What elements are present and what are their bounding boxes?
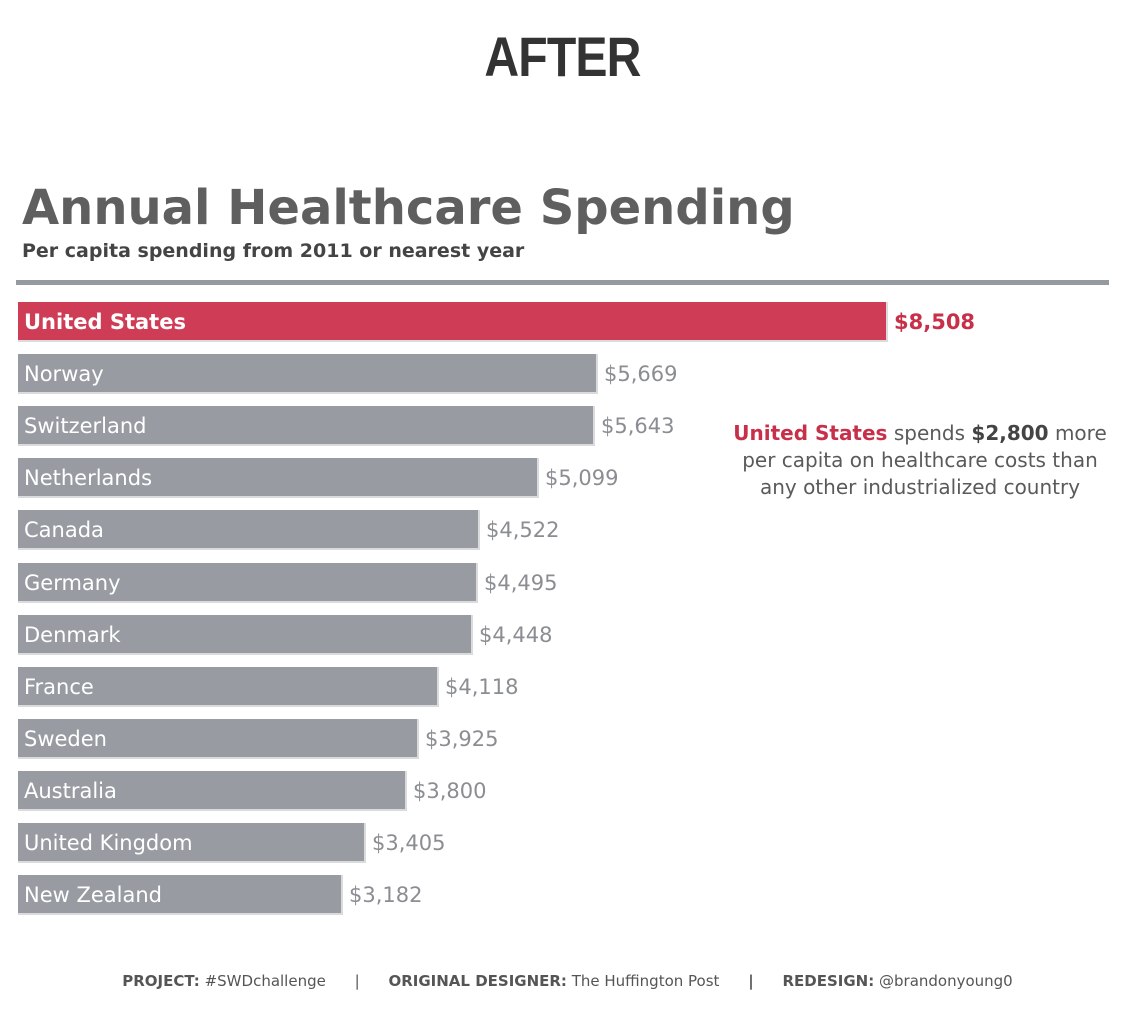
bar-value-label: $4,522 bbox=[486, 518, 560, 542]
bar-category-label: Switzerland bbox=[24, 414, 147, 438]
bar-value-label: $3,925 bbox=[425, 727, 499, 751]
bar bbox=[18, 458, 539, 498]
callout-amount: $2,800 bbox=[971, 421, 1049, 445]
bar bbox=[18, 823, 366, 863]
bar-category-label: Netherlands bbox=[24, 466, 153, 490]
title-divider bbox=[16, 280, 1109, 285]
footer-redesign-value: @brandonyoung0 bbox=[879, 972, 1013, 990]
bar bbox=[18, 510, 480, 550]
footer-redesign-key: REDESIGN: bbox=[782, 972, 875, 990]
bar-value-label: $8,508 bbox=[894, 310, 976, 334]
footer-designer-key: ORIGINAL DESIGNER: bbox=[388, 972, 567, 990]
bar-category-label: Norway bbox=[24, 362, 104, 386]
footer-separator: | bbox=[748, 972, 754, 990]
bar bbox=[18, 667, 439, 707]
bar-value-label: $5,099 bbox=[545, 466, 619, 490]
bar-category-label: Germany bbox=[24, 571, 121, 595]
bar bbox=[18, 771, 407, 811]
footer-project-value: #SWDchallenge bbox=[204, 972, 326, 990]
bar-category-label: Denmark bbox=[24, 623, 121, 647]
chart-title: Annual Healthcare Spending bbox=[22, 180, 795, 236]
chart-subtitle: Per capita spending from 2011 or nearest… bbox=[22, 240, 525, 262]
bar bbox=[18, 563, 478, 603]
footer-separator: | bbox=[354, 972, 360, 990]
bar-highlight bbox=[18, 302, 888, 342]
footer-designer-value: The Huffington Post bbox=[571, 972, 720, 990]
bar bbox=[18, 354, 598, 394]
bar-value-label: $4,448 bbox=[479, 623, 553, 647]
bar-category-label: Sweden bbox=[24, 727, 107, 751]
bar-value-label: $3,405 bbox=[372, 831, 446, 855]
bar-category-label: New Zealand bbox=[24, 883, 162, 907]
bar-category-label: United States bbox=[24, 310, 186, 334]
bar bbox=[18, 615, 473, 655]
bar-value-label: $3,800 bbox=[413, 779, 487, 803]
bar bbox=[18, 719, 419, 759]
credits-footer: PROJECT: #SWDchallenge | ORIGINAL DESIGN… bbox=[0, 972, 1125, 990]
bar-value-label: $5,643 bbox=[601, 414, 675, 438]
after-heading: AFTER bbox=[484, 25, 641, 88]
bar-value-label: $4,495 bbox=[484, 571, 558, 595]
footer-project-key: PROJECT: bbox=[122, 972, 200, 990]
bar-category-label: France bbox=[24, 675, 94, 699]
callout-text: more per capita on healthcare costs than… bbox=[742, 421, 1107, 499]
bar bbox=[18, 875, 343, 915]
callout-annotation: United States spends $2,800 more per cap… bbox=[730, 420, 1110, 501]
bar bbox=[18, 406, 595, 446]
bar-category-label: Canada bbox=[24, 518, 104, 542]
bar-category-label: Australia bbox=[24, 779, 117, 803]
bar-value-label: $5,669 bbox=[604, 362, 678, 386]
bar-value-label: $3,182 bbox=[349, 883, 423, 907]
bar-category-label: United Kingdom bbox=[24, 831, 193, 855]
callout-verb: spends bbox=[893, 421, 966, 445]
callout-country: United States bbox=[733, 421, 888, 445]
bar-value-label: $4,118 bbox=[445, 675, 519, 699]
